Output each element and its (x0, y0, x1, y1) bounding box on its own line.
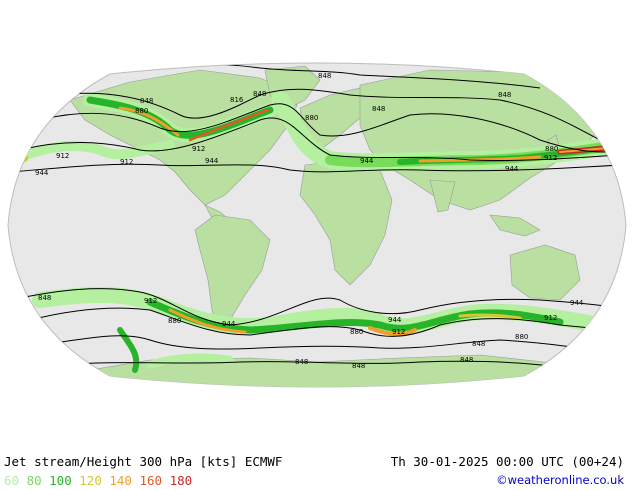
contour-label: 848 (253, 90, 266, 98)
contour-label: 912 (120, 158, 133, 166)
chart-title: Jet stream/Height 300 hPa [kts] ECMWF (4, 454, 283, 469)
legend-item-140: 140 (109, 473, 140, 488)
legend-item-60: 60 (4, 473, 27, 488)
contour-label: 912 (544, 154, 557, 162)
contour-label: 912 (392, 328, 405, 336)
contour-label: 848 (472, 340, 485, 348)
contour-label: 944 (360, 157, 374, 165)
contour-label: 880 (168, 317, 181, 325)
contour-label: 944 (388, 316, 402, 324)
contour-label: 912 (544, 314, 557, 322)
contour-label: 944 (222, 320, 236, 328)
contour-label: 848 (295, 358, 308, 366)
contour-label: 912 (192, 145, 205, 153)
legend-item-100: 100 (49, 473, 80, 488)
credit-link[interactable]: ©weatheronline.co.uk (496, 473, 624, 487)
contour-label: 880 (350, 328, 363, 336)
contour-label: 848 (372, 105, 385, 113)
legend-item-120: 120 (79, 473, 110, 488)
contour-label: 816 (230, 96, 244, 104)
jet-stream-map: 848 848 816 848 880 912 944 912 944 880 … (7, 62, 627, 388)
contour-label: 944 (505, 165, 519, 173)
contour-label: 912 (144, 297, 157, 305)
contour-label: 880 (305, 114, 318, 122)
footer: Jet stream/Height 300 hPa [kts] ECMWF Th… (0, 440, 634, 490)
contour-label: 944 (35, 169, 49, 177)
contour-label: 848 (38, 294, 51, 302)
contour-label: 912 (56, 152, 69, 160)
legend-item-180: 180 (169, 473, 193, 488)
contour-label: 848 (498, 91, 511, 99)
forecast-datetime: Th 30-01-2025 00:00 UTC (00+24) (390, 454, 624, 469)
contour-label: 944 (570, 299, 584, 307)
land-masses (39, 65, 611, 387)
contour-label: 848 (140, 97, 153, 105)
contour-label: 848 (352, 362, 365, 370)
contour-label: 880 (545, 145, 558, 153)
contour-label: 944 (205, 157, 219, 165)
contour-label: 848 (460, 356, 473, 364)
speed-legend: 60 80 100 120 140 160 180 (4, 473, 192, 488)
height-contours (9, 63, 626, 373)
legend-item-160: 160 (139, 473, 170, 488)
legend-item-80: 80 (26, 473, 50, 488)
contour-labels: 848 848 816 848 880 912 944 912 944 880 … (35, 72, 584, 370)
contour-label: 848 (318, 72, 331, 80)
contour-label: 880 (515, 333, 528, 341)
contour-label: 880 (135, 107, 148, 115)
